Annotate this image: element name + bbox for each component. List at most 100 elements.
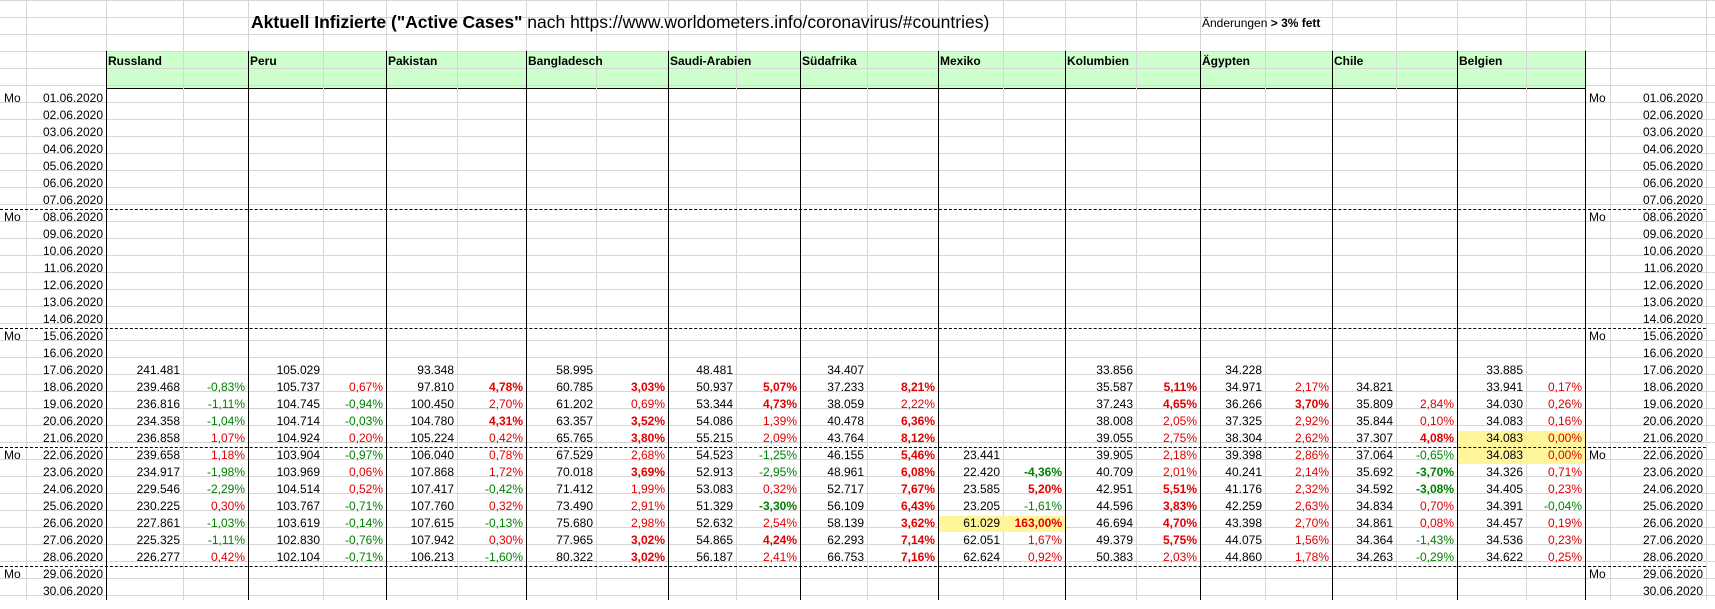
- value-cell[interactable]: 35.692: [1356, 465, 1393, 479]
- percent-cell[interactable]: 0,42%: [488, 431, 523, 445]
- value-cell[interactable]: 40.478: [827, 414, 864, 428]
- value-cell[interactable]: 104.714: [276, 414, 320, 428]
- percent-cell[interactable]: 5,11%: [1163, 380, 1197, 394]
- percent-cell[interactable]: 0,26%: [1547, 397, 1582, 411]
- value-cell[interactable]: 37.325: [1225, 414, 1262, 428]
- percent-cell[interactable]: 0,32%: [762, 482, 797, 496]
- value-cell[interactable]: 104.745: [276, 397, 320, 411]
- value-cell[interactable]: 34.821: [1356, 380, 1393, 394]
- date-cell-right[interactable]: 25.06.2020: [1642, 499, 1703, 513]
- value-cell[interactable]: 54.086: [696, 414, 733, 428]
- date-cell[interactable]: 25.06.2020: [42, 499, 103, 513]
- percent-cell[interactable]: 2,91%: [630, 499, 665, 513]
- value-cell[interactable]: 102.830: [276, 533, 320, 547]
- date-cell[interactable]: 07.06.2020: [42, 193, 103, 207]
- value-cell[interactable]: 105.737: [276, 380, 320, 394]
- weekday-cell-right[interactable]: Mo: [1589, 91, 1606, 105]
- value-cell[interactable]: 39.905: [1096, 448, 1133, 462]
- percent-cell[interactable]: -0,97%: [344, 448, 383, 462]
- percent-cell[interactable]: 0,25%: [1547, 550, 1582, 564]
- weekday-cell-right[interactable]: Mo: [1589, 567, 1606, 581]
- value-cell[interactable]: 34.457: [1486, 516, 1523, 530]
- value-cell[interactable]: 39.055: [1096, 431, 1133, 445]
- value-cell[interactable]: 34.083: [1486, 448, 1523, 462]
- percent-cell[interactable]: 2,75%: [1162, 431, 1197, 445]
- date-cell-right[interactable]: 16.06.2020: [1642, 346, 1703, 360]
- percent-cell[interactable]: 2,86%: [1294, 448, 1329, 462]
- value-cell[interactable]: 42.951: [1096, 482, 1133, 496]
- value-cell[interactable]: 71.412: [556, 482, 593, 496]
- percent-cell[interactable]: 0,42%: [210, 550, 245, 564]
- percent-cell[interactable]: 3,83%: [1162, 499, 1197, 513]
- percent-cell[interactable]: -1,25%: [758, 448, 797, 462]
- value-cell[interactable]: 73.490: [556, 499, 593, 513]
- date-cell-right[interactable]: 28.06.2020: [1642, 550, 1703, 564]
- country-header-6[interactable]: Südafrika: [802, 54, 857, 68]
- date-cell-right[interactable]: 22.06.2020: [1642, 448, 1703, 462]
- value-cell[interactable]: 53.344: [696, 397, 733, 411]
- value-cell[interactable]: 43.398: [1225, 516, 1262, 530]
- percent-cell[interactable]: 8,12%: [900, 431, 935, 445]
- value-cell[interactable]: 44.860: [1225, 550, 1262, 564]
- date-cell-right[interactable]: 10.06.2020: [1642, 244, 1703, 258]
- percent-cell[interactable]: -1,61%: [1023, 499, 1062, 513]
- percent-cell[interactable]: -0,65%: [1415, 448, 1454, 462]
- percent-cell[interactable]: 0,32%: [488, 499, 523, 513]
- percent-cell[interactable]: 0,78%: [488, 448, 523, 462]
- percent-cell[interactable]: 0,19%: [1547, 516, 1582, 530]
- value-cell[interactable]: 241.481: [136, 363, 180, 377]
- value-cell[interactable]: 239.658: [136, 448, 180, 462]
- value-cell[interactable]: 61.029: [963, 516, 1000, 530]
- date-cell[interactable]: 14.06.2020: [42, 312, 103, 326]
- percent-cell[interactable]: 0,00%: [1547, 431, 1582, 445]
- date-cell[interactable]: 01.06.2020: [42, 91, 103, 105]
- date-cell-right[interactable]: 05.06.2020: [1642, 159, 1703, 173]
- value-cell[interactable]: 22.420: [963, 465, 1000, 479]
- value-cell[interactable]: 38.059: [827, 397, 864, 411]
- date-cell[interactable]: 24.06.2020: [42, 482, 103, 496]
- value-cell[interactable]: 107.760: [410, 499, 454, 513]
- date-cell-right[interactable]: 21.06.2020: [1642, 431, 1703, 445]
- value-cell[interactable]: 58.995: [556, 363, 593, 377]
- value-cell[interactable]: 97.810: [417, 380, 454, 394]
- value-cell[interactable]: 36.266: [1225, 397, 1262, 411]
- percent-cell[interactable]: -2,29%: [206, 482, 245, 496]
- date-cell-right[interactable]: 06.06.2020: [1642, 176, 1703, 190]
- percent-cell[interactable]: 7,67%: [900, 482, 935, 496]
- percent-cell[interactable]: -4,36%: [1023, 465, 1062, 479]
- value-cell[interactable]: 104.924: [276, 431, 320, 445]
- weekday-cell-right[interactable]: Mo: [1589, 329, 1606, 343]
- percent-cell[interactable]: 4,73%: [762, 397, 797, 411]
- date-cell[interactable]: 03.06.2020: [42, 125, 103, 139]
- percent-cell[interactable]: 0,52%: [348, 482, 383, 496]
- percent-cell[interactable]: 1,67%: [1027, 533, 1062, 547]
- value-cell[interactable]: 54.523: [696, 448, 733, 462]
- country-header-9[interactable]: Ägypten: [1202, 54, 1250, 68]
- value-cell[interactable]: 62.051: [963, 533, 1000, 547]
- value-cell[interactable]: 51.329: [696, 499, 733, 513]
- percent-cell[interactable]: 4,78%: [488, 380, 523, 394]
- date-cell-right[interactable]: 15.06.2020: [1642, 329, 1703, 343]
- value-cell[interactable]: 56.109: [827, 499, 864, 513]
- percent-cell[interactable]: 0,30%: [210, 499, 245, 513]
- date-cell-right[interactable]: 04.06.2020: [1642, 142, 1703, 156]
- date-cell[interactable]: 27.06.2020: [42, 533, 103, 547]
- percent-cell[interactable]: -0,13%: [484, 516, 523, 530]
- value-cell[interactable]: 34.592: [1356, 482, 1393, 496]
- percent-cell[interactable]: 0,67%: [348, 380, 383, 394]
- value-cell[interactable]: 34.030: [1486, 397, 1523, 411]
- value-cell[interactable]: 103.969: [276, 465, 320, 479]
- value-cell[interactable]: 61.202: [556, 397, 593, 411]
- date-cell[interactable]: 04.06.2020: [42, 142, 103, 156]
- value-cell[interactable]: 35.844: [1356, 414, 1393, 428]
- percent-cell[interactable]: 0,20%: [348, 431, 383, 445]
- value-cell[interactable]: 107.417: [410, 482, 454, 496]
- value-cell[interactable]: 226.277: [136, 550, 180, 564]
- value-cell[interactable]: 46.694: [1096, 516, 1133, 530]
- percent-cell[interactable]: 4,70%: [1162, 516, 1197, 530]
- value-cell[interactable]: 103.767: [276, 499, 320, 513]
- percent-cell[interactable]: 0,08%: [1419, 516, 1454, 530]
- value-cell[interactable]: 52.717: [827, 482, 864, 496]
- date-cell[interactable]: 29.06.2020: [42, 567, 103, 581]
- value-cell[interactable]: 75.680: [556, 516, 593, 530]
